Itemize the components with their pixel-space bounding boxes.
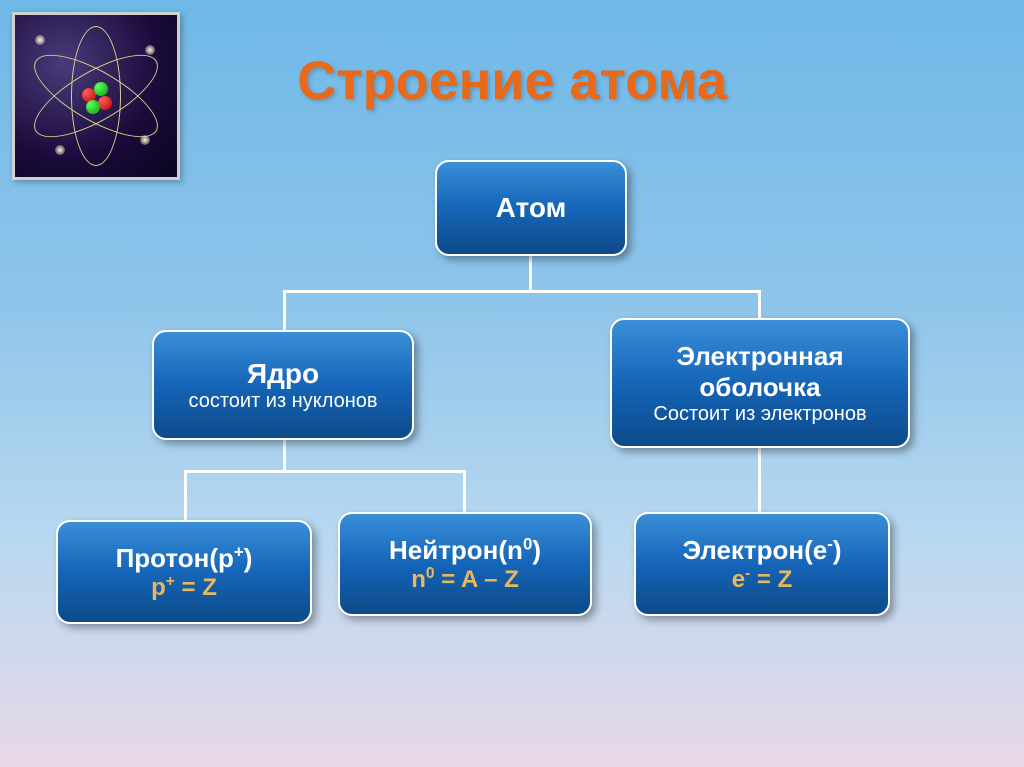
connector-line xyxy=(463,470,466,512)
node-electron: Электрон(e-)e- = Z xyxy=(634,512,890,616)
connector-line xyxy=(758,448,761,512)
connector-line xyxy=(283,290,286,330)
node-formula: n0 = A – Z xyxy=(411,566,519,594)
page-title: Строение атома xyxy=(0,50,1024,112)
connector-line xyxy=(184,470,187,520)
node-title: Электронная оболочка xyxy=(624,341,896,403)
node-title: Нейтрон(n0) xyxy=(389,535,541,566)
connector-line xyxy=(758,290,761,318)
connector-line xyxy=(184,470,466,473)
node-title: Электрон(e-) xyxy=(682,535,841,566)
connector-line xyxy=(283,440,286,470)
node-title: Ядро xyxy=(247,358,319,390)
connector-line xyxy=(283,290,761,293)
node-formula: p+ = Z xyxy=(151,574,217,602)
node-shell: Электронная оболочкаСостоит из электроно… xyxy=(610,318,910,448)
node-title: Протон(p+) xyxy=(116,543,253,574)
node-neutron: Нейтрон(n0)n0 = A – Z xyxy=(338,512,592,616)
node-proton: Протон(p+)p+ = Z xyxy=(56,520,312,624)
node-formula: e- = Z xyxy=(732,566,793,594)
node-subtitle: состоит из нуклонов xyxy=(188,390,377,413)
node-title: Атом xyxy=(496,192,567,224)
node-nucleus: Ядросостоит из нуклонов xyxy=(152,330,414,440)
connector-line xyxy=(529,256,532,290)
node-atom: Атом xyxy=(435,160,627,256)
node-subtitle: Состоит из электронов xyxy=(653,403,866,426)
